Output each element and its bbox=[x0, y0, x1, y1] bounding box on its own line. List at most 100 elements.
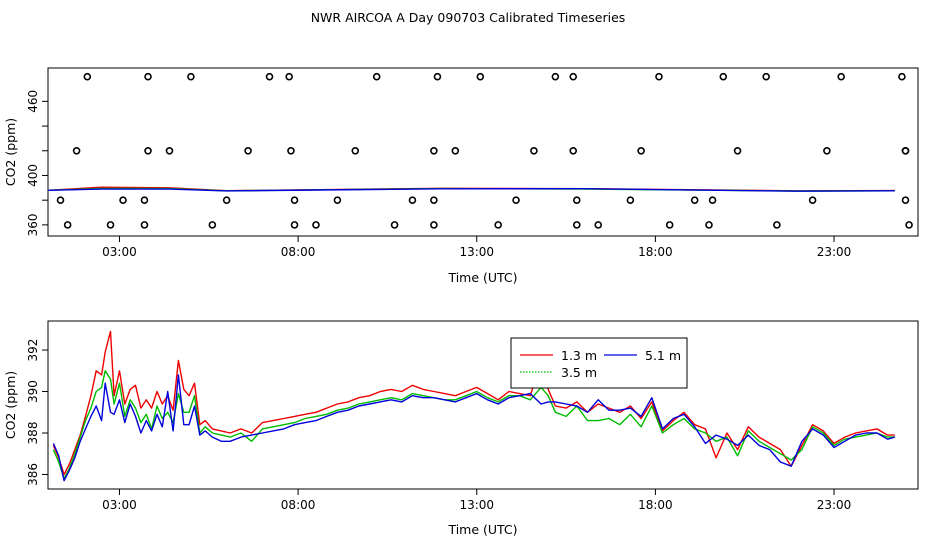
series-line-5-1-m bbox=[52, 374, 895, 482]
calibration-point bbox=[494, 221, 502, 229]
top-x-axis: 03:00 08:00 13:00 18:00 23:00 bbox=[102, 236, 851, 259]
top-x-axis-label: Time (UTC) bbox=[447, 270, 517, 285]
calibration-point bbox=[408, 196, 417, 204]
x-tick-label: 08:00 bbox=[281, 245, 316, 259]
calibration-point bbox=[351, 146, 360, 155]
x-tick-label: 03:00 bbox=[102, 245, 137, 259]
y-tick-label: 392 bbox=[26, 339, 40, 362]
calibration-point bbox=[530, 146, 538, 155]
calibration-point bbox=[430, 146, 438, 155]
calibration-point bbox=[901, 196, 910, 204]
calibration-point bbox=[569, 72, 578, 81]
calibration-point bbox=[837, 72, 845, 81]
calibration-point bbox=[372, 72, 381, 81]
y-tick-label: 400 bbox=[26, 164, 40, 187]
chart-title: NWR AIRCOA A Day 090703 Calibrated Times… bbox=[311, 10, 626, 25]
x-tick-label: 13:00 bbox=[459, 498, 494, 512]
calibration-point bbox=[312, 221, 320, 229]
calibration-point bbox=[83, 72, 92, 81]
calibration-point bbox=[594, 221, 603, 229]
calibration-point bbox=[433, 72, 442, 81]
legend-label-3-5m: 3.5 m bbox=[561, 365, 597, 380]
x-tick-label: 13:00 bbox=[459, 245, 494, 259]
calibration-point bbox=[665, 221, 674, 229]
calibration-point bbox=[733, 146, 742, 155]
y-tick-label: 460 bbox=[26, 90, 40, 113]
calibration-point bbox=[285, 72, 293, 81]
bottom-y-axis-label: CO2 (ppm) bbox=[3, 371, 18, 439]
x-tick-label: 23:00 bbox=[817, 245, 852, 259]
calibration-point bbox=[572, 196, 581, 204]
calibration-point bbox=[144, 72, 152, 81]
calibration-point bbox=[140, 221, 149, 229]
calibration-point bbox=[901, 146, 910, 155]
top-y-axis: 360 400 460 bbox=[26, 90, 48, 236]
calibration-point bbox=[551, 72, 560, 81]
x-tick-label: 18:00 bbox=[638, 245, 673, 259]
series-line-5-1-m bbox=[47, 187, 895, 192]
calibration-point bbox=[187, 72, 195, 81]
legend-label-5-1m: 5.1 m bbox=[645, 348, 681, 363]
calibration-point bbox=[333, 196, 342, 204]
top-plot-frame bbox=[47, 67, 919, 237]
calibration-point bbox=[762, 72, 770, 81]
calibration-point bbox=[690, 196, 699, 204]
calibration-point bbox=[140, 196, 149, 204]
calibration-point bbox=[56, 196, 65, 204]
calibration-point bbox=[63, 221, 72, 229]
calibration-point bbox=[287, 146, 295, 155]
calibration-point bbox=[823, 146, 831, 155]
calibration-point bbox=[898, 72, 906, 81]
calibration-point bbox=[773, 221, 781, 229]
calibration-point bbox=[106, 221, 115, 229]
calibration-point bbox=[119, 196, 127, 204]
calibration-point bbox=[637, 146, 645, 155]
calibration-point bbox=[244, 146, 252, 155]
legend-box bbox=[510, 337, 688, 389]
calibration-point bbox=[165, 146, 174, 155]
x-tick-label: 03:00 bbox=[102, 498, 137, 512]
calibration-point bbox=[626, 196, 635, 204]
top-panel: 03:00 08:00 13:00 18:00 23:00 360 400 460 Time… bbox=[3, 67, 919, 285]
calibration-point bbox=[265, 72, 274, 81]
calibration-point bbox=[290, 221, 299, 229]
bottom-marks bbox=[52, 330, 895, 482]
calibration-point bbox=[451, 146, 460, 155]
calibration-point bbox=[290, 196, 299, 204]
calibration-point bbox=[905, 221, 913, 229]
calibration-point bbox=[430, 221, 438, 229]
x-tick-label: 08:00 bbox=[281, 498, 316, 512]
x-tick-label: 23:00 bbox=[817, 498, 852, 512]
calibration-point bbox=[655, 72, 663, 81]
bottom-plot-frame bbox=[47, 320, 919, 490]
bottom-panel: 03:00 08:00 13:00 18:00 23:00 386 388 390 392 T… bbox=[3, 320, 919, 537]
y-tick-label: 360 bbox=[26, 213, 40, 236]
y-tick-label: 386 bbox=[26, 463, 40, 486]
bottom-x-axis: 03:00 08:00 13:00 18:00 23:00 bbox=[102, 489, 851, 512]
calibration-point bbox=[144, 146, 152, 155]
calibration-point bbox=[708, 196, 717, 204]
legend-label-1-3m: 1.3 m bbox=[561, 348, 597, 363]
series-line-1-3-m bbox=[52, 330, 895, 476]
calibration-point bbox=[719, 72, 728, 81]
x-tick-label: 18:00 bbox=[638, 498, 673, 512]
top-y-axis-label: CO2 (ppm) bbox=[3, 118, 18, 186]
calibration-point bbox=[476, 72, 485, 81]
legend: 1.3 m 5.1 m 3.5 m bbox=[510, 337, 688, 389]
calibration-point bbox=[572, 221, 581, 229]
calibration-point bbox=[512, 196, 520, 204]
calibration-point bbox=[390, 221, 399, 229]
calibration-point bbox=[569, 146, 578, 155]
calibration-point bbox=[808, 196, 817, 204]
bottom-y-axis: 386 388 390 392 bbox=[26, 339, 48, 486]
top-marks bbox=[47, 72, 913, 229]
calibration-point bbox=[72, 146, 81, 155]
y-tick-label: 390 bbox=[26, 380, 40, 403]
bottom-x-axis-label: Time (UTC) bbox=[447, 522, 517, 537]
y-tick-label: 388 bbox=[26, 422, 40, 445]
calibration-point bbox=[430, 196, 438, 204]
calibration-point bbox=[208, 221, 217, 229]
calibration-point bbox=[705, 221, 713, 229]
calibration-point bbox=[222, 196, 231, 204]
